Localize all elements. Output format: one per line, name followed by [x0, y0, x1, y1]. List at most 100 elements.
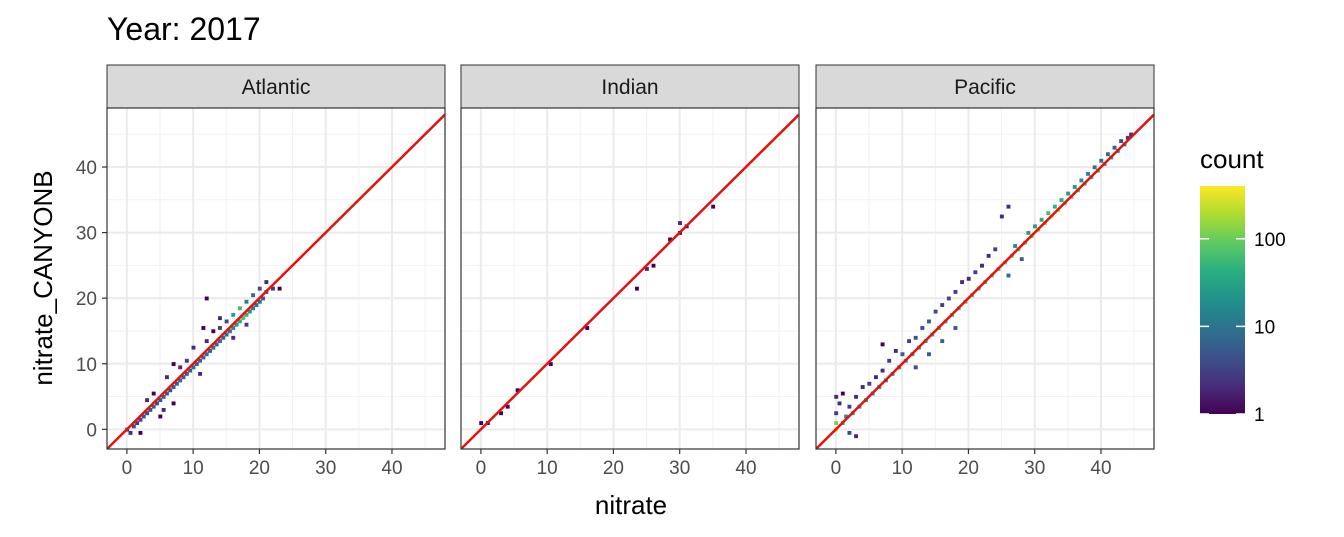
y-tick-label: 40	[76, 158, 97, 179]
heatmap-cell	[933, 309, 938, 314]
heatmap-cell	[1112, 145, 1117, 150]
facet-strip	[460, 64, 800, 109]
heatmap-cell	[194, 362, 199, 366]
heatmap-cell	[854, 434, 859, 439]
heatmap-cell	[158, 414, 163, 419]
heatmap-cell	[151, 404, 156, 409]
heatmap-cell	[940, 339, 945, 344]
facet-strip	[106, 64, 446, 109]
heatmap-cell	[201, 355, 206, 360]
heatmap-cell	[218, 316, 222, 321]
heatmap-cell	[678, 221, 682, 225]
heatmap-cells	[125, 280, 282, 435]
heatmap-cell	[893, 348, 898, 353]
heatmap-cell	[867, 381, 872, 386]
heatmap-cell	[887, 358, 892, 363]
heatmap-cell	[155, 401, 159, 406]
heatmap-cell	[1079, 178, 1084, 183]
heatmap-cell	[204, 296, 209, 301]
heatmap-cell	[854, 394, 859, 399]
heatmap-cell	[231, 312, 236, 317]
heatmap-cell	[231, 326, 236, 330]
heatmap-cell	[277, 286, 282, 291]
heatmap-cell	[218, 339, 222, 344]
heatmap-cell	[201, 326, 206, 330]
heatmap-cell	[847, 404, 852, 409]
heatmap-cell	[214, 342, 219, 347]
heatmap-cell	[224, 319, 229, 324]
heatmap-cell	[244, 312, 249, 317]
heatmap-cell	[178, 365, 183, 370]
heatmap-cell	[241, 316, 246, 321]
x-tick-label: 0	[476, 458, 487, 479]
facet-strip	[815, 64, 1155, 109]
heatmap-cell	[138, 430, 143, 435]
reference-line-1to1	[461, 113, 799, 449]
x-tick-label: 40	[381, 458, 402, 479]
heatmap-cell	[211, 345, 216, 350]
heatmap-cell	[1066, 191, 1071, 196]
heatmap-cell	[128, 430, 133, 435]
panel-border	[815, 107, 1155, 450]
heatmap-cell	[651, 263, 656, 268]
heatmap-cell	[1019, 257, 1024, 262]
heatmap-cell	[198, 358, 203, 363]
heatmap-cell	[181, 375, 186, 380]
facet-strip-label: Atlantic	[242, 76, 311, 99]
heatmap-cell	[237, 306, 242, 311]
y-tick-label: 10	[76, 355, 97, 376]
heatmap-cell	[141, 414, 146, 419]
heatmap-cell	[927, 319, 931, 324]
legend-tick-label: 10	[1254, 317, 1275, 338]
heatmap-cell	[174, 381, 179, 386]
heatmap-cell	[208, 348, 212, 353]
heatmap-cell	[271, 286, 275, 291]
x-tick-label: 40	[735, 458, 756, 479]
heatmap-cell	[973, 270, 978, 275]
x-tick-label: 20	[249, 458, 270, 479]
heatmap-cell	[171, 362, 176, 366]
y-tick-label: 30	[76, 224, 97, 245]
heatmap-cell	[711, 204, 716, 209]
heatmap-cell	[135, 421, 140, 426]
legend-tick-label: 1	[1254, 405, 1265, 426]
heatmap-cell	[479, 421, 484, 426]
heatmap-cell	[171, 401, 176, 406]
heatmap-cell	[946, 296, 951, 301]
heatmap-cell	[151, 391, 156, 396]
heatmap-cell	[966, 276, 971, 281]
heatmap-cell	[234, 322, 239, 327]
heatmap-cell	[131, 424, 136, 429]
x-tick-label: 40	[1090, 458, 1111, 479]
reference-line-1to1	[107, 113, 445, 449]
heatmap-cell	[204, 339, 209, 344]
heatmap-cell	[171, 385, 176, 389]
heatmap-cell	[980, 263, 984, 268]
heatmap-cell	[188, 368, 193, 373]
facet-panel-indian: Indian 0 10 20 30 40	[460, 64, 800, 479]
x-tick-label: 30	[315, 458, 336, 479]
x-tick-label: 30	[669, 458, 690, 479]
facet-strip-label: Pacific	[954, 76, 1016, 99]
heatmap-cell	[953, 326, 958, 330]
x-tick-label: 0	[122, 458, 133, 479]
heatmap-cell	[191, 345, 196, 350]
panel-border	[106, 107, 446, 450]
heatmap-cell	[907, 339, 912, 344]
heatmap-cell	[1072, 185, 1077, 189]
x-tick-label: 10	[183, 458, 204, 479]
heatmap-cell	[847, 430, 852, 435]
heatmap-cell	[161, 394, 166, 399]
heatmap-cell	[834, 421, 839, 426]
heatmap-cell	[1129, 132, 1134, 137]
heatmap-cell	[145, 398, 150, 403]
y-tick-label: 0	[86, 420, 97, 441]
heatmap-cell	[837, 401, 842, 406]
facet-panels: Atlantic 0 10 20 30 40 0 10 20 30 40 Indian 0 10 20 30 4…	[76, 64, 1155, 479]
heatmap-cell	[254, 303, 259, 307]
heatmap-cell	[880, 342, 885, 347]
heatmap-cell	[211, 329, 216, 334]
legend-title: count	[1200, 144, 1264, 174]
heatmap-cell	[164, 391, 169, 396]
heatmap-cell	[251, 293, 256, 298]
